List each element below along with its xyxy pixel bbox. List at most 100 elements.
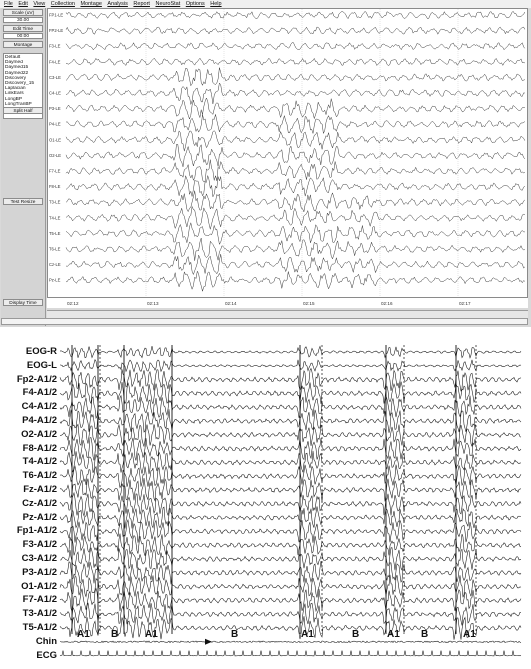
eeg-trace: [65, 270, 526, 293]
eeg-trace: [59, 491, 522, 517]
eeg-trace: [59, 394, 522, 420]
eeg-trace: [59, 381, 522, 405]
edit-time-field[interactable]: 00:00: [3, 33, 43, 39]
segment-label: B: [421, 629, 429, 640]
menu-edit[interactable]: Edit: [18, 1, 28, 7]
channel-label: F3-LE: [49, 44, 61, 49]
channel-label: O1-A1/2: [21, 580, 57, 592]
time-tick-label: 02:17: [459, 301, 471, 306]
channel-label: F8-A1/2: [22, 442, 57, 454]
segment-label: A1: [387, 629, 400, 640]
eeg-trace: [59, 450, 522, 475]
eeg-trace: [65, 130, 526, 152]
eeg-trace: [59, 464, 522, 489]
menu-bar: File Edit View Collection Montage Analys…: [0, 0, 531, 8]
time-tick-label: 02:12: [67, 301, 79, 306]
eeg-trace: [59, 506, 521, 529]
time-axis: 02:12 02:13 02:14 02:15 02:16 02:17: [47, 298, 528, 308]
eeg-trace: [59, 533, 522, 556]
eeg-trace: [65, 67, 525, 87]
eeg-trace: [65, 114, 526, 135]
time-tick-label: 02:15: [303, 301, 315, 306]
channel-label: T5-A1/2: [22, 622, 57, 633]
eeg-trace: [59, 561, 522, 585]
eeg-trace: [65, 26, 526, 35]
channel-label: Fz-A1/2: [23, 484, 57, 495]
menu-report[interactable]: Report: [133, 1, 150, 7]
display-time-button[interactable]: Display Time: [3, 299, 43, 306]
montage-item[interactable]: Discovery_15: [5, 81, 35, 87]
segment-label: B: [231, 629, 239, 640]
menu-options[interactable]: Options: [185, 1, 205, 7]
menu-montage[interactable]: Montage: [80, 1, 102, 7]
test-resize-button[interactable]: Test Resize: [3, 198, 43, 205]
eeg-trace: [59, 602, 522, 626]
eeg-traces-svg: FP1-LE FP2-LE F3-LE F4-LE C3-LE C4-LE P3-LE P4-…: [49, 9, 526, 297]
segment-label: A1: [145, 629, 158, 640]
channel-label: P3-LE: [49, 106, 61, 111]
channel-label: P4-LE: [49, 122, 61, 127]
channel-label: C4-LE: [49, 91, 61, 96]
channel-label: C4-A1/2: [21, 401, 57, 413]
channel-label: FP1-LE: [49, 13, 63, 18]
menu-help[interactable]: Help: [210, 1, 222, 7]
montage-item[interactable]: Laplacian: [5, 86, 26, 92]
menu-collection[interactable]: Collection: [50, 1, 75, 7]
menu-view[interactable]: View: [33, 1, 46, 7]
montage-button[interactable]: Montage: [3, 41, 43, 48]
eeg-trace: [59, 640, 522, 644]
eeg-trace: [59, 519, 522, 543]
eeg-trace: [65, 174, 526, 198]
eeg-trace: [65, 82, 525, 106]
segment-label: B: [111, 629, 119, 640]
time-tick-label: 02:13: [147, 301, 159, 306]
segment-label: A1: [301, 629, 314, 640]
channel-label: Pz-A1/2: [22, 511, 57, 523]
montage-item[interactable]: Daymed15: [5, 65, 29, 71]
montage-item[interactable]: LinkEars: [5, 91, 24, 97]
channel-label: ECG: [36, 649, 57, 661]
channel-label: T3-LE: [49, 200, 61, 205]
control-panel: Scale (uV) 30.00 Edit Time 00:00 Montage…: [1, 8, 46, 326]
eeg-trace: [59, 409, 522, 433]
montage-item[interactable]: Discovery: [5, 75, 27, 81]
eeg-trace: [59, 345, 522, 359]
eeg-trace: [65, 144, 526, 167]
channel-label: T6-LE: [49, 247, 61, 252]
channel-label: F4-A1/2: [22, 387, 57, 399]
channel-label: O2-LE: [49, 153, 61, 158]
channel-label: T3-A1/2: [22, 608, 57, 620]
montage-item[interactable]: LongBP: [5, 96, 23, 102]
menu-neurostat[interactable]: NeuroStat: [155, 1, 181, 7]
scale-value-field[interactable]: 30.00: [3, 17, 43, 23]
eeg-trace-area[interactable]: FP1-LE FP2-LE F3-LE F4-LE C3-LE C4-LE P3-LE P4-…: [47, 8, 528, 298]
arrow-marker: [205, 638, 212, 645]
eeg-trace: [59, 477, 522, 502]
channel-label: F7-A1/2: [22, 594, 57, 606]
channel-label: Fp1-A1/2: [16, 525, 57, 537]
time-axis-svg: 02:12 02:13 02:14 02:15 02:16 02:17: [67, 301, 471, 306]
horizontal-scrollbar[interactable]: [1, 318, 528, 325]
montage-item[interactable]: Default: [5, 55, 21, 60]
montage-item[interactable]: Daymed: [5, 60, 23, 66]
time-tick-label: 02:14: [225, 301, 237, 306]
edit-time-label[interactable]: Edit Time: [3, 25, 43, 32]
eeg-trace: [65, 159, 525, 183]
channel-label: F8-LE: [49, 184, 61, 189]
eeg-trace: [59, 437, 522, 461]
channel-label: F3-A1/2: [22, 539, 57, 551]
montage-item[interactable]: Daymed22: [5, 70, 29, 76]
split-half-button[interactable]: Split Half: [3, 107, 43, 114]
channel-label: EOG-R: [25, 346, 57, 357]
eeg-trace: [65, 254, 526, 276]
montage-item[interactable]: LongTranBP: [5, 101, 32, 107]
eeg-trace: [65, 11, 526, 20]
scale-label[interactable]: Scale (uV): [3, 9, 43, 16]
eeg-trace: [65, 205, 525, 230]
segment-label: B: [352, 629, 360, 640]
channel-label: Cz-LE: [49, 262, 61, 267]
eeg-trace: [59, 650, 522, 657]
menu-analysis[interactable]: Analysis: [107, 1, 128, 7]
menu-file[interactable]: File: [4, 1, 13, 7]
eeg-trace: [59, 423, 522, 448]
